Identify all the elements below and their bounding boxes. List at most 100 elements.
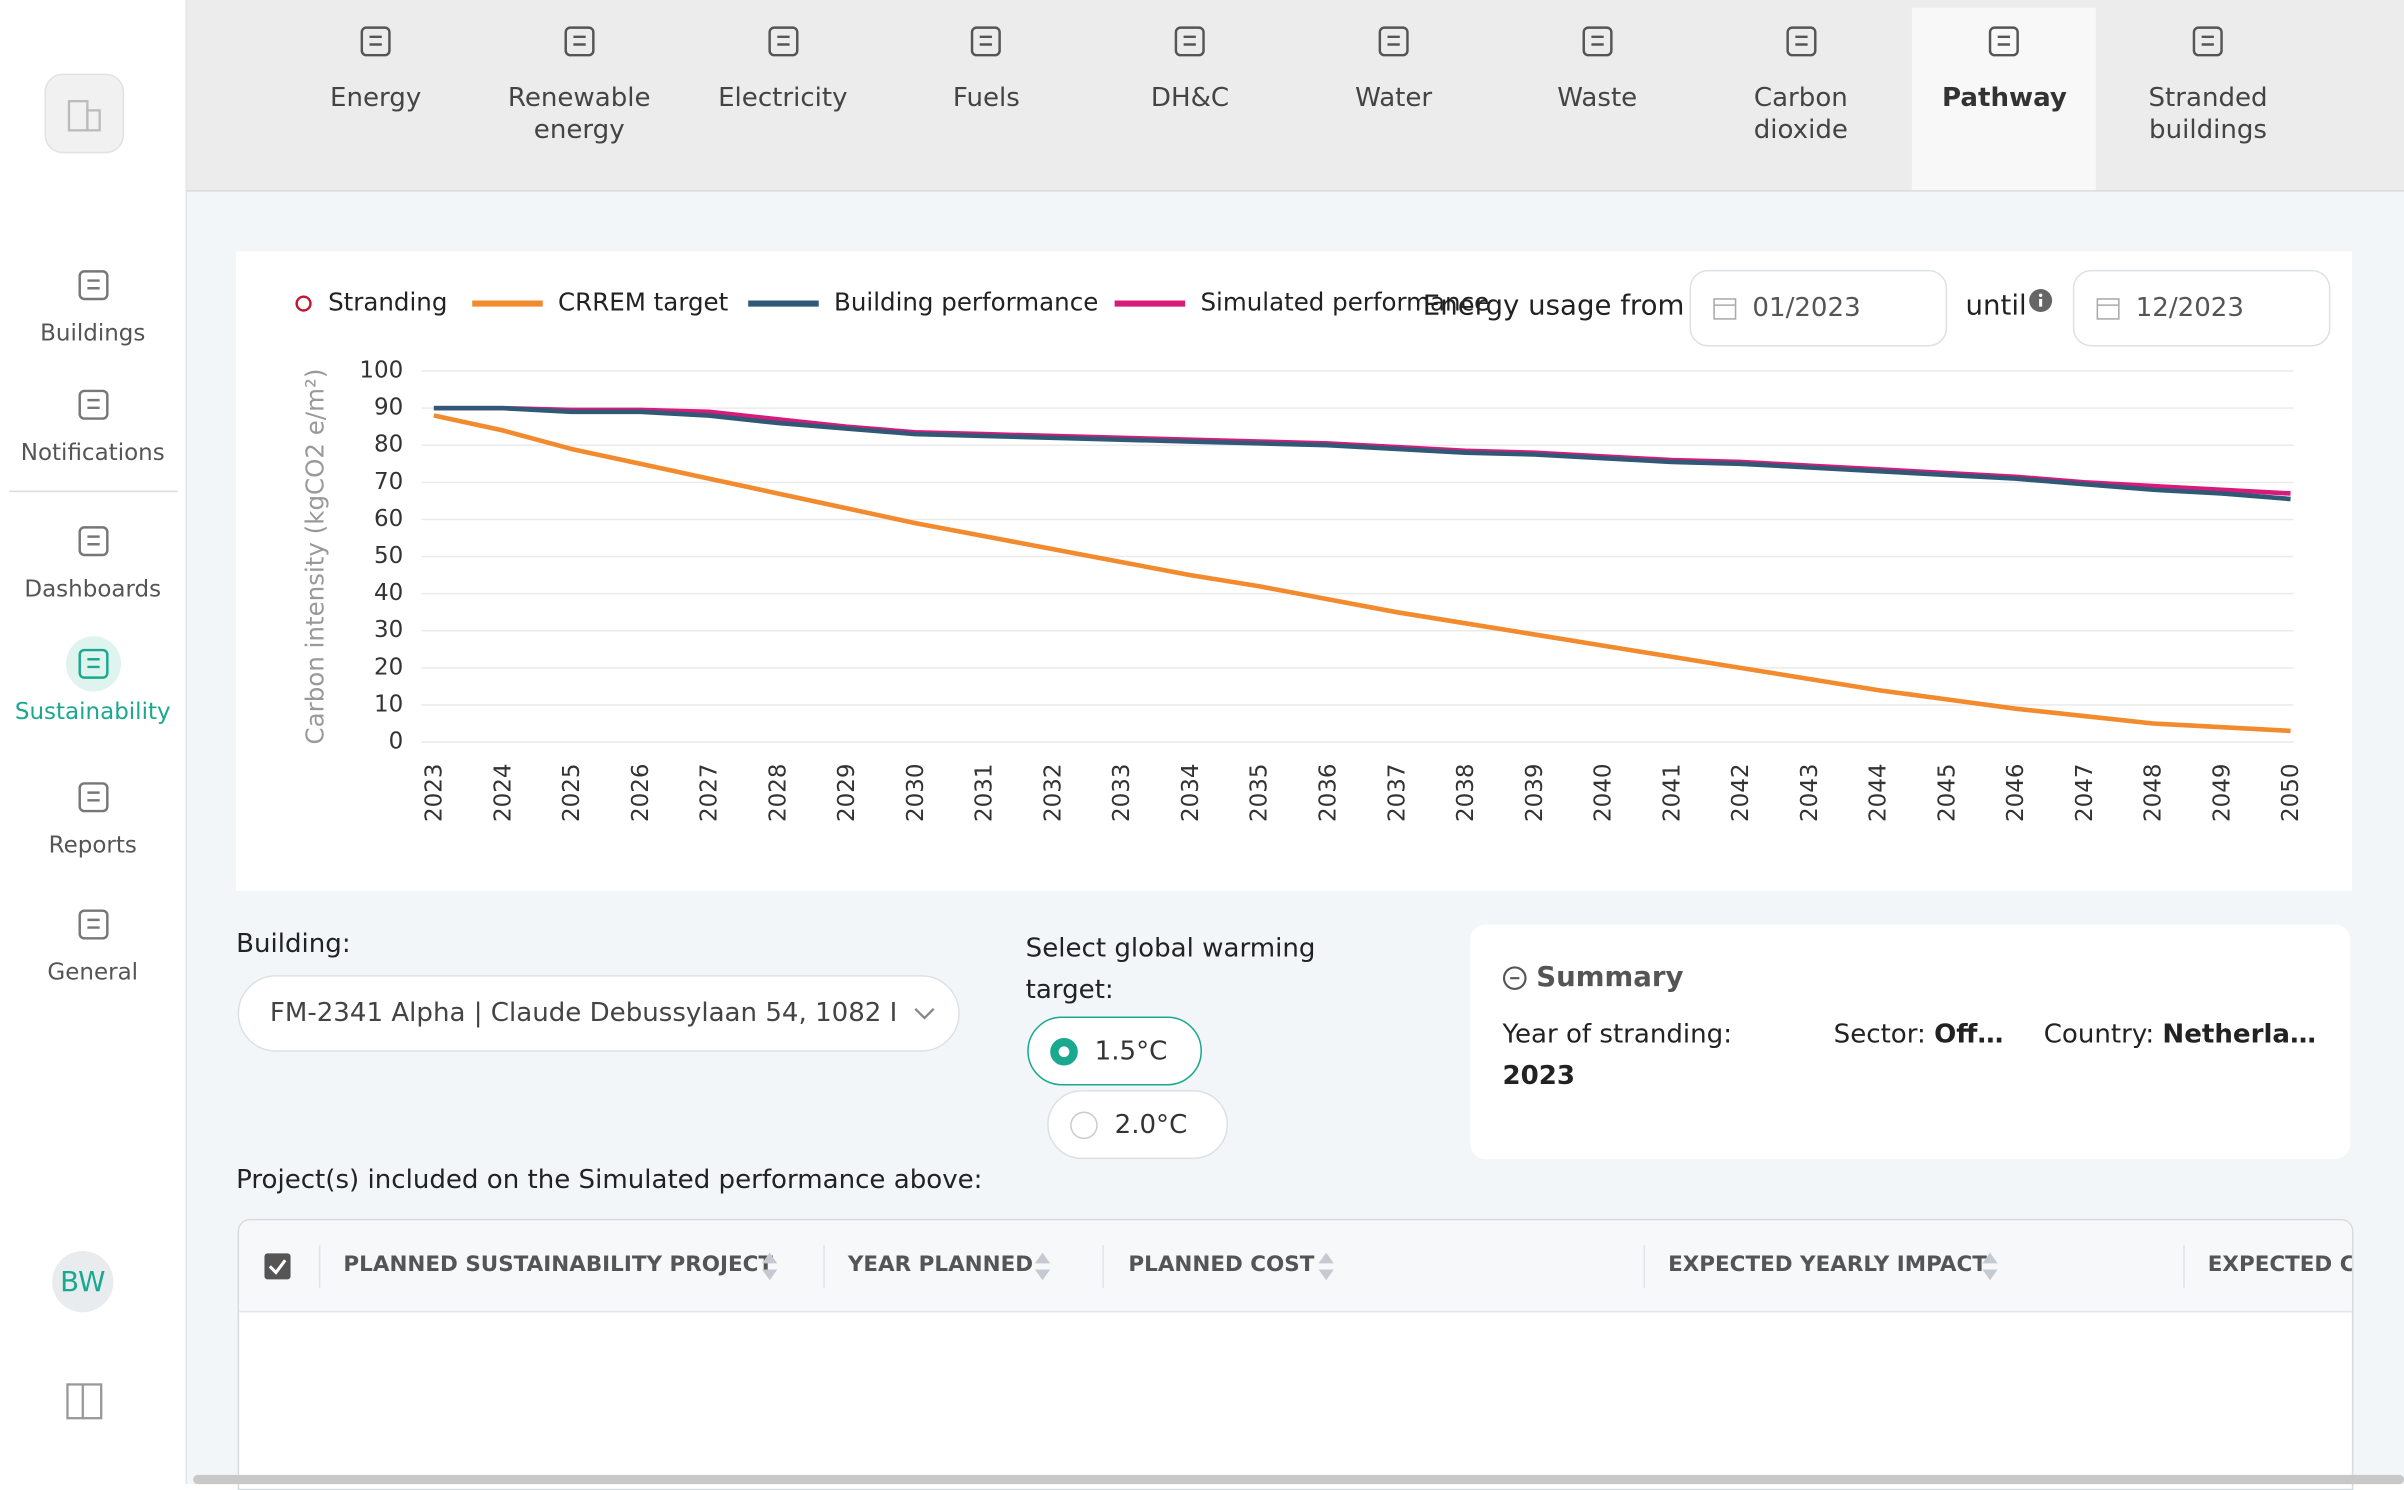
tab[interactable]: Fuels xyxy=(894,0,1078,190)
tab-icon xyxy=(284,21,468,76)
nav-item[interactable]: Dashboards xyxy=(0,514,186,603)
radio-ring xyxy=(1070,1110,1098,1139)
sort-up xyxy=(1034,1252,1051,1264)
y-tick-label: 0 xyxy=(389,729,404,755)
tab-label: Fuels xyxy=(952,82,1020,114)
x-tick-label: 2042 xyxy=(1728,764,1754,822)
tab[interactable]: Renewable energy xyxy=(487,0,671,190)
country-value: Netherla… xyxy=(2162,1019,2317,1051)
y-tick-label: 40 xyxy=(374,580,403,606)
x-tick-label: 2047 xyxy=(2072,764,2098,822)
date-from[interactable]: 01/2023 xyxy=(1689,269,1948,347)
target-option[interactable]: 2.0°C xyxy=(1047,1090,1229,1160)
series-line xyxy=(433,405,2291,502)
nav-item[interactable]: Sustainability xyxy=(0,636,186,725)
tab-label: Carbon dioxide xyxy=(1753,82,1848,146)
legend-label: Simulated performance xyxy=(1200,288,1489,317)
x-tick-label: 2029 xyxy=(834,764,860,822)
target-label: 1.5°C xyxy=(1094,1035,1168,1067)
tab[interactable]: Energy xyxy=(284,0,468,190)
tab[interactable]: Waste xyxy=(1505,0,1689,190)
x-tick-label: 2038 xyxy=(1453,764,1479,822)
icon-shape xyxy=(77,526,108,557)
tab-label: Water xyxy=(1355,82,1433,114)
sort-icon[interactable] xyxy=(760,1250,778,1284)
tab-icon xyxy=(1098,21,1282,76)
nav-label: Reports xyxy=(48,830,137,859)
summary-card: Summary Year of stranding: 2023 Sector: … xyxy=(1470,924,2351,1160)
sort-up xyxy=(1982,1252,1998,1264)
icon-shape xyxy=(971,26,1002,57)
nav-item[interactable]: Buildings xyxy=(0,258,186,346)
x-tick-label: 2048 xyxy=(2141,764,2167,822)
x-tick-label: 2039 xyxy=(1522,764,1548,822)
nav-icon xyxy=(65,897,120,952)
icon xyxy=(77,909,108,940)
nav-icon xyxy=(65,770,120,825)
tab-icon xyxy=(691,21,875,76)
logo[interactable] xyxy=(44,73,125,154)
chart-card: 0 10 20 30 40 50 60 70 80 90 100 2023 2024 2025 2026 20… xyxy=(236,251,2352,891)
tab[interactable]: Pathway xyxy=(1912,7,2097,191)
sort-down xyxy=(1034,1269,1051,1281)
x-tick-label: 2046 xyxy=(2003,764,2029,822)
target-option[interactable]: 1.5°C xyxy=(1027,1016,1202,1086)
radio xyxy=(1050,1037,1078,1065)
tab[interactable]: Stranded buildings xyxy=(2116,0,2300,190)
x-tick-label: 2031 xyxy=(972,764,998,822)
sidebar: BW Buildings Notifications Dashboards Susta… xyxy=(0,0,188,1485)
date-to-value: 12/2023 xyxy=(2135,292,2244,324)
icon-shape xyxy=(1785,26,1816,57)
sort-icon[interactable] xyxy=(1033,1250,1051,1284)
column-header: EXPECTED YEARLY IMPACT xyxy=(1668,1252,1987,1278)
icon-shape xyxy=(77,782,108,813)
nav-item[interactable]: Reports xyxy=(0,770,186,859)
year-value: 2023 xyxy=(1502,1060,1576,1092)
tab-label: Electricity xyxy=(718,82,848,114)
y-tick-label: 30 xyxy=(374,617,403,643)
info-icon[interactable] xyxy=(2028,288,2053,313)
y-tick-label: 90 xyxy=(374,395,403,421)
column-separator xyxy=(1643,1244,1646,1288)
x-tick-label: 2037 xyxy=(1384,764,1410,822)
column-header: PLANNED COST xyxy=(1128,1252,1315,1278)
column-separator xyxy=(2183,1244,2185,1288)
x-tick-label: 2030 xyxy=(903,764,929,822)
sort-icon[interactable] xyxy=(1981,1250,1999,1284)
date-to[interactable]: 12/2023 xyxy=(2072,269,2331,347)
tab-label: Stranded buildings xyxy=(2148,82,2268,146)
x-tick-label: 2050 xyxy=(2278,764,2304,822)
legend-label: Stranding xyxy=(328,288,447,317)
tab[interactable]: Electricity xyxy=(691,0,875,190)
tab[interactable]: DH&C xyxy=(1098,0,1282,190)
avatar[interactable]: BW xyxy=(52,1251,114,1313)
tab[interactable]: Water xyxy=(1302,0,1486,190)
building-select[interactable]: FM-2341 Alpha | Claude Debussylaan 54, 1… xyxy=(237,975,960,1052)
x-tick-label: 2045 xyxy=(1934,764,1960,822)
x-tick-label: 2023 xyxy=(422,764,448,822)
column-separator xyxy=(823,1244,825,1288)
scrollbar[interactable] xyxy=(193,1474,2404,1485)
building-label: Building: xyxy=(236,929,351,960)
icon-shape xyxy=(1989,26,2020,57)
collapse-icon[interactable] xyxy=(66,1383,103,1420)
x-tick-label: 2028 xyxy=(765,764,791,822)
sort-down xyxy=(761,1269,778,1281)
tab-icon xyxy=(1302,21,1486,76)
y-tick-label: 80 xyxy=(374,432,403,458)
icon-shape xyxy=(77,389,108,420)
country-label: Country: xyxy=(2043,1019,2155,1051)
nav-item[interactable]: Notifications xyxy=(0,377,186,466)
legend-label: CRREM target xyxy=(558,288,729,317)
column-header: YEAR PLANNED xyxy=(847,1252,1034,1278)
sort-icon[interactable] xyxy=(1317,1250,1335,1284)
select-all-checkbox[interactable] xyxy=(264,1253,292,1281)
nav-item[interactable]: General xyxy=(0,897,186,986)
x-tick-label: 2043 xyxy=(1797,764,1823,822)
tab[interactable]: Carbon dioxide xyxy=(1709,0,1893,190)
icon-shape xyxy=(1378,26,1409,57)
sector-label: Sector: xyxy=(1833,1019,1926,1051)
x-tick-label: 2041 xyxy=(1659,764,1685,822)
